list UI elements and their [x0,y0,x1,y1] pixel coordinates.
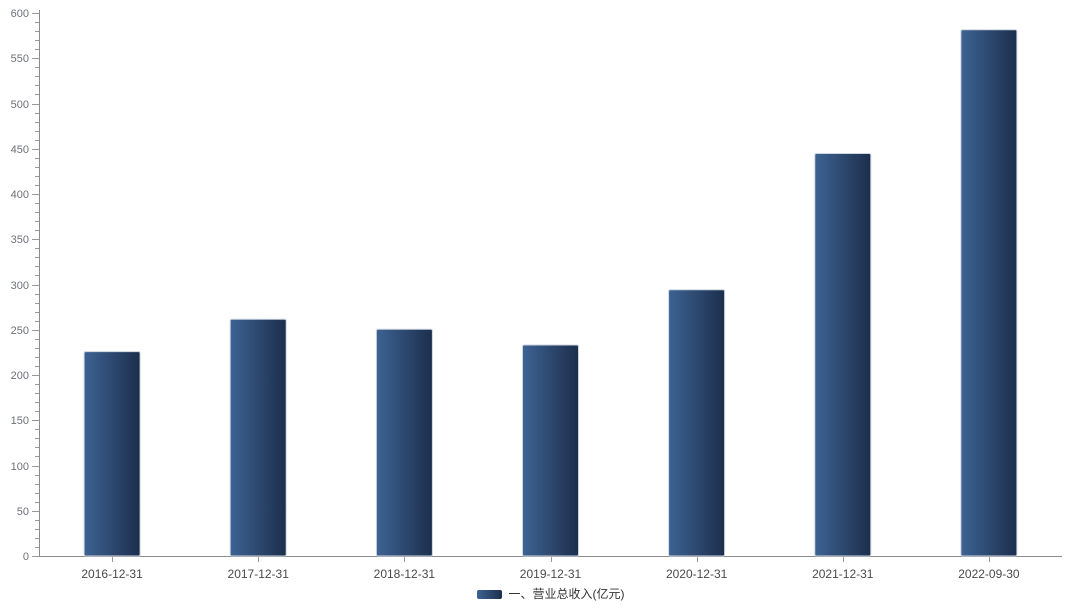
y-axis-label: 350 [11,234,29,246]
y-axis-label: 0 [23,551,29,563]
x-axis-label: 2016-12-31 [81,567,143,581]
y-axis-label: 250 [11,325,29,337]
y-axis-label: 100 [11,461,29,473]
y-axis-label: 450 [11,144,29,156]
legend-item-revenue[interactable]: 一、营业总收入(亿元) [39,584,1062,604]
x-axis-label: 2019-12-31 [520,567,582,581]
y-axis-label: 150 [11,415,29,427]
legend-swatch [476,589,502,599]
x-axis-label: 2022-09-30 [958,567,1020,581]
bar-2018-12-31[interactable] [375,328,433,557]
bar-2022-09-30[interactable] [960,29,1018,557]
y-axis-label: 300 [11,280,29,292]
bar-2016-12-31[interactable] [83,351,141,557]
bar-2017-12-31[interactable] [229,318,287,557]
y-axis-label: 200 [11,370,29,382]
bar-2021-12-31[interactable] [814,153,872,557]
y-axis-label: 50 [17,506,29,518]
bar-2019-12-31[interactable] [522,344,579,557]
x-axis-label: 2017-12-31 [228,567,290,581]
y-axis-label: 400 [11,189,29,201]
x-axis-label: 2021-12-31 [812,567,874,581]
x-axis-label: 2018-12-31 [374,567,436,581]
y-axis-label: 600 [11,8,29,20]
legend-label: 一、营业总收入(亿元) [508,587,625,601]
y-axis-label: 500 [11,99,29,111]
bar-2020-12-31[interactable] [668,289,726,557]
y-axis-label: 550 [11,53,29,65]
x-axis-label: 2020-12-31 [666,567,728,581]
